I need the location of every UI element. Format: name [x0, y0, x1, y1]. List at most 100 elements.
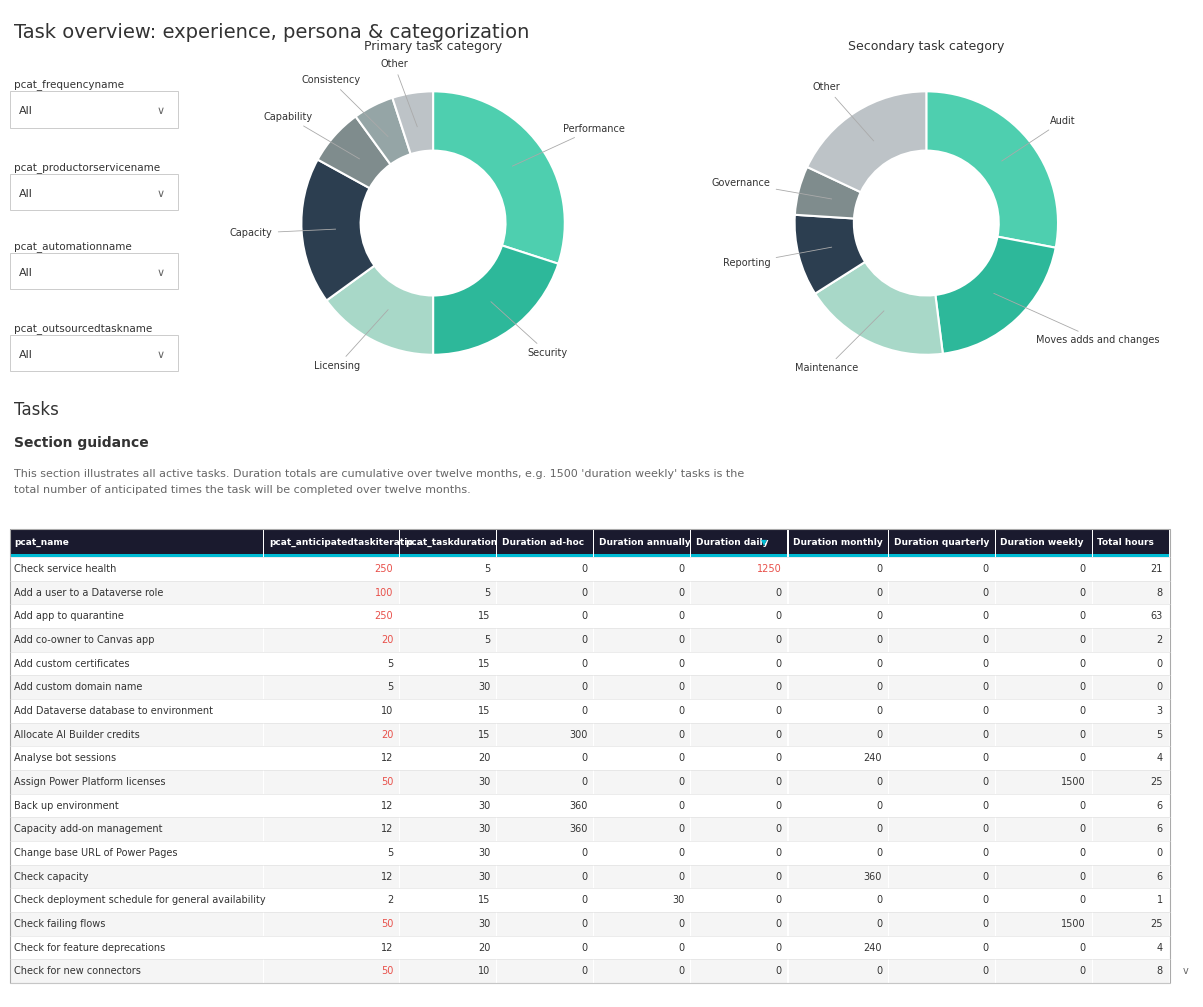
Text: Other: Other	[812, 83, 873, 141]
Bar	[594, 723, 691, 746]
Text: 5: 5	[1156, 729, 1162, 739]
Text: 0: 0	[983, 729, 989, 739]
Text: 6: 6	[1156, 801, 1162, 811]
Text: 0: 0	[1156, 848, 1162, 858]
Bar	[996, 865, 1091, 888]
Text: 0: 0	[1079, 634, 1085, 644]
Text: All: All	[19, 349, 34, 359]
Text: 1500: 1500	[1061, 776, 1085, 786]
Bar	[10, 581, 263, 604]
Bar	[692, 557, 787, 581]
Text: 0: 0	[983, 611, 989, 621]
Text: 0: 0	[983, 918, 989, 928]
Bar	[265, 604, 399, 628]
Bar	[996, 818, 1091, 841]
Bar	[265, 554, 399, 557]
Bar	[996, 529, 1091, 557]
Text: 0: 0	[775, 918, 782, 928]
Text: Check for new connectors: Check for new connectors	[14, 966, 141, 976]
Bar	[497, 723, 593, 746]
Text: Other: Other	[380, 59, 417, 127]
Bar	[889, 865, 995, 888]
Text: 0: 0	[1079, 824, 1085, 834]
Bar	[10, 746, 263, 770]
Bar	[10, 628, 263, 652]
Text: pcat_anticipatedtaskiteratio...: pcat_anticipatedtaskiteratio...	[268, 539, 423, 548]
Text: 0: 0	[983, 895, 989, 905]
Text: 30: 30	[478, 776, 491, 786]
Bar	[401, 865, 496, 888]
Bar	[692, 676, 787, 699]
Text: Check for feature deprecations: Check for feature deprecations	[14, 943, 166, 953]
Bar	[889, 723, 995, 746]
Bar	[10, 936, 263, 960]
Bar	[594, 628, 691, 652]
Bar	[10, 676, 263, 699]
Text: 20: 20	[478, 753, 491, 763]
Bar	[497, 841, 593, 865]
Text: 0: 0	[678, 729, 685, 739]
Text: 0: 0	[983, 801, 989, 811]
Text: 0: 0	[581, 918, 587, 928]
Text: 20: 20	[478, 943, 491, 953]
Bar	[889, 604, 995, 628]
Bar	[692, 960, 787, 983]
Bar	[996, 936, 1091, 960]
Bar	[10, 865, 263, 888]
Text: 0: 0	[876, 564, 882, 574]
Bar	[401, 723, 496, 746]
Bar	[497, 888, 593, 912]
Text: Check failing flows: Check failing flows	[14, 918, 106, 928]
Bar	[889, 557, 995, 581]
Text: ^: ^	[1181, 538, 1189, 548]
Text: ∨: ∨	[156, 268, 165, 278]
Bar	[594, 818, 691, 841]
Bar	[401, 794, 496, 818]
Bar	[889, 652, 995, 676]
Text: 0: 0	[876, 895, 882, 905]
Bar	[996, 628, 1091, 652]
Bar	[788, 865, 888, 888]
Bar	[10, 841, 263, 865]
Text: 12: 12	[381, 824, 393, 834]
Text: 0: 0	[678, 706, 685, 716]
Bar	[594, 699, 691, 723]
Bar	[1092, 676, 1168, 699]
Bar	[10, 253, 178, 289]
Text: 240: 240	[864, 943, 882, 953]
Text: 0: 0	[775, 587, 782, 597]
Bar	[594, 604, 691, 628]
Text: 0: 0	[581, 564, 587, 574]
Bar	[497, 912, 593, 936]
Bar	[996, 604, 1091, 628]
Bar	[996, 723, 1091, 746]
Bar	[401, 936, 496, 960]
Bar	[265, 936, 399, 960]
Bar	[401, 628, 496, 652]
Bar	[265, 699, 399, 723]
Text: 0: 0	[1156, 682, 1162, 692]
Wedge shape	[433, 92, 564, 264]
Text: 0: 0	[775, 848, 782, 858]
Bar	[889, 794, 995, 818]
Bar	[497, 652, 593, 676]
Text: 15: 15	[478, 729, 491, 739]
Bar	[265, 529, 399, 557]
Title: Secondary task category: Secondary task category	[848, 40, 1005, 53]
Bar	[1092, 888, 1168, 912]
Text: 0: 0	[876, 776, 882, 786]
Text: 0: 0	[876, 706, 882, 716]
Text: Add custom certificates: Add custom certificates	[14, 659, 130, 669]
Text: 0: 0	[678, 682, 685, 692]
Bar	[889, 841, 995, 865]
Bar	[788, 676, 888, 699]
Text: 0: 0	[876, 634, 882, 644]
Text: Assign Power Platform licenses: Assign Power Platform licenses	[14, 776, 166, 786]
Bar	[996, 960, 1091, 983]
Text: Change base URL of Power Pages: Change base URL of Power Pages	[14, 848, 178, 858]
Bar	[889, 888, 995, 912]
Bar	[996, 794, 1091, 818]
Bar	[1092, 770, 1168, 794]
Text: pcat_taskduration: pcat_taskduration	[405, 539, 497, 548]
Bar	[497, 628, 593, 652]
